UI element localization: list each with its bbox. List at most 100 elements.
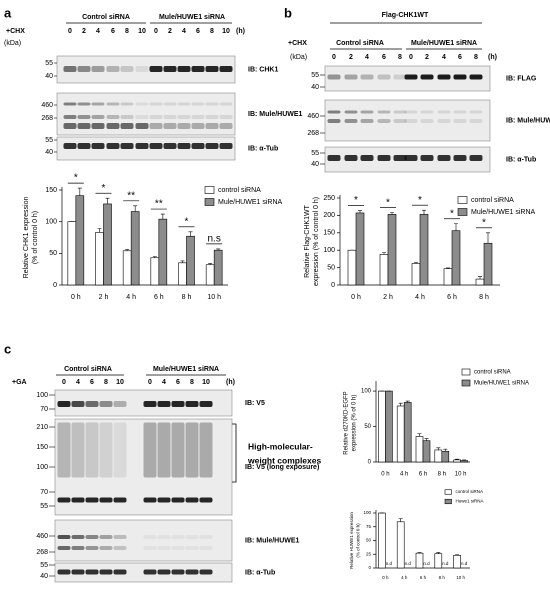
construct-label: Flag-CHK1WT [382, 12, 429, 19]
blot-band [71, 401, 85, 407]
lane-label: 2 [425, 54, 429, 61]
blot-band [469, 119, 483, 123]
error-bar [443, 448, 448, 452]
bracket-label: weight complexes [247, 455, 321, 465]
blot-band [77, 66, 91, 72]
kda-marker: 55 [45, 137, 53, 144]
blot-band [327, 74, 341, 80]
kda-marker: 40 [311, 161, 319, 168]
blot-band [404, 119, 418, 123]
lane-label: 10 [202, 379, 210, 386]
blot-band [149, 143, 163, 149]
blot-band [91, 102, 105, 106]
lane-label: 4 [162, 379, 166, 386]
lane-label: 10 [222, 28, 230, 35]
unit-label: (h) [226, 379, 235, 386]
error-bar [486, 232, 490, 244]
blot-band [191, 102, 205, 106]
unit-label: (h) [488, 54, 497, 61]
bar [434, 449, 443, 463]
blot-band [163, 143, 177, 149]
y-axis-label: (% of control 0 h) [32, 211, 39, 264]
y-tick-label: 100 [323, 247, 335, 254]
blot-band [344, 74, 358, 80]
bar [205, 264, 215, 286]
x-tick-label: 0 h [71, 294, 81, 301]
bar [213, 249, 223, 286]
group-label: Control siRNA [336, 40, 384, 47]
blot-band [393, 110, 407, 114]
blot-band [469, 74, 483, 80]
bar [385, 390, 393, 463]
blot [56, 55, 236, 84]
blot-band [171, 569, 185, 575]
panel-label: a [4, 5, 12, 20]
blot-band [157, 535, 171, 539]
kda-marker: 150 [36, 444, 48, 451]
legend-swatch [444, 498, 452, 505]
blot-band [219, 115, 233, 119]
blot-band [63, 102, 77, 106]
lane-label: 2 [82, 28, 86, 35]
blot-band [63, 115, 77, 119]
x-tick-label: 4 h [126, 294, 136, 301]
bar [387, 214, 397, 286]
y-tick-label: 0 [53, 282, 57, 289]
error-bar [424, 438, 429, 441]
blot-band [205, 66, 219, 72]
error-bar [436, 552, 441, 554]
kda-marker: 55 [45, 60, 53, 67]
significance-label: n.s [207, 234, 220, 245]
x-tick-label: 6 h [420, 575, 427, 580]
blot-band [57, 535, 71, 539]
kda-marker: 40 [40, 573, 48, 580]
lane-label: 4 [442, 54, 446, 61]
x-tick-label: 10 h [456, 575, 465, 580]
blot-band [99, 569, 113, 575]
blot-band [437, 119, 451, 123]
kda-marker: 55 [40, 562, 48, 569]
blot-band [453, 119, 467, 123]
blot-band [191, 143, 205, 149]
blot-band [185, 401, 199, 407]
treatment-label: +CHX [288, 40, 307, 47]
legend-swatch [444, 489, 452, 495]
bar [347, 249, 357, 286]
y-tick-label: 50 [49, 250, 57, 257]
blot-band [120, 66, 134, 72]
blot-band [437, 110, 451, 114]
error-bar [216, 248, 221, 251]
lane-label: 6 [382, 54, 386, 61]
blot-band [327, 119, 341, 123]
y-tick-label: 75 [366, 524, 372, 529]
blot-band [120, 143, 134, 149]
blot-band [85, 569, 99, 575]
lane-label: 8 [104, 379, 108, 386]
legend-label: Mule/HUWE1 siRNA [474, 381, 529, 387]
blot-band [85, 535, 99, 539]
blot-band [199, 497, 213, 503]
bar [379, 254, 389, 286]
group-label: Mule/HUWE1 siRNA [159, 14, 225, 21]
bar [67, 221, 77, 286]
blot-band [157, 401, 171, 407]
blot-band [393, 155, 407, 161]
error-bar [97, 228, 102, 233]
x-tick-label: 8 h [438, 472, 446, 478]
blot-band [469, 110, 483, 114]
y-tick-label: 100 [361, 389, 372, 395]
blot-band [344, 119, 358, 123]
error-bar [417, 433, 422, 437]
error-bar [160, 213, 165, 220]
legend-swatch [457, 196, 468, 204]
blot-band [377, 74, 391, 80]
lane-label: 4 [96, 28, 100, 35]
blot-band [185, 422, 199, 478]
blot-band [177, 102, 191, 106]
blot-band [143, 497, 157, 503]
blot-label: IB: FLAG [506, 75, 537, 82]
bar [453, 459, 461, 463]
kda-marker: 70 [40, 406, 48, 413]
kda-marker: 70 [40, 489, 48, 496]
significance-label: * [102, 183, 106, 194]
